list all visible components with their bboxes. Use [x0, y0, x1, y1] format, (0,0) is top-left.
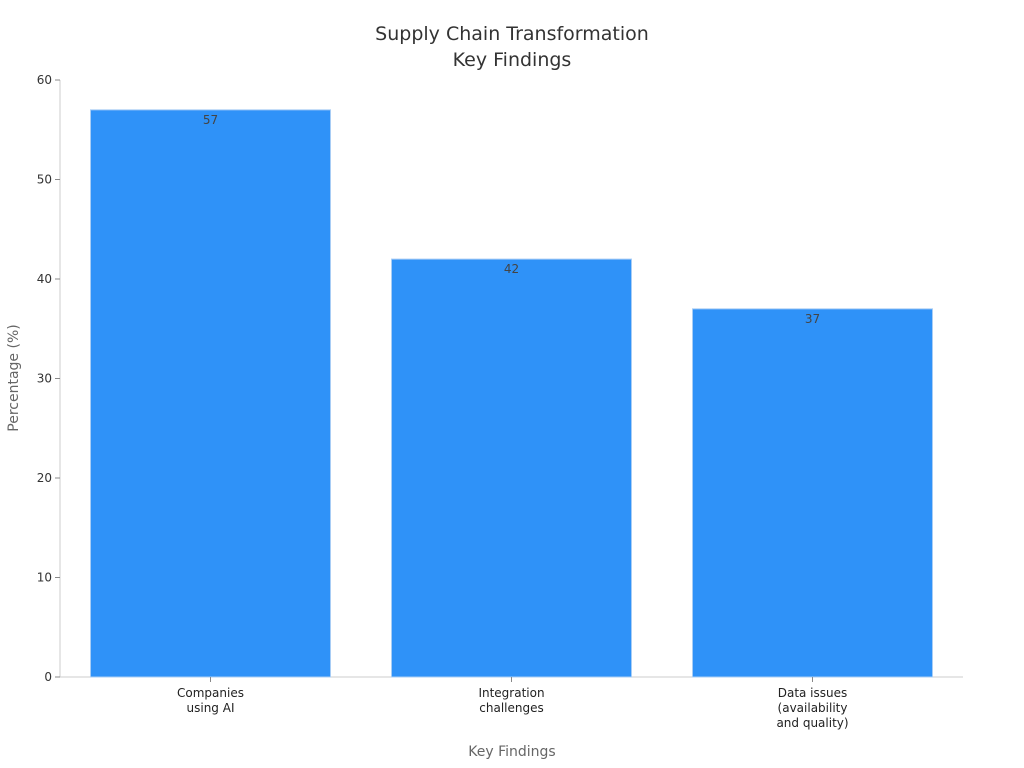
- x-tick-label: and quality): [776, 716, 848, 730]
- data-label: 42: [504, 262, 519, 276]
- y-axis-title: Percentage (%): [6, 324, 22, 431]
- x-axis-title: Key Findings: [468, 744, 555, 760]
- x-tick-label: using AI: [187, 701, 235, 715]
- bar: [90, 109, 331, 678]
- y-tick-label: 40: [37, 272, 52, 286]
- x-tick-label: Companies: [177, 686, 244, 700]
- x-tick-label: (availability: [778, 701, 848, 715]
- bar: [692, 308, 933, 678]
- x-tick-label: Data issues: [778, 686, 848, 700]
- y-tick-label: 10: [37, 571, 52, 585]
- x-tick-label: Integration: [478, 686, 544, 700]
- data-label: 57: [203, 113, 218, 127]
- y-tick-label: 30: [37, 372, 52, 386]
- x-tick-label: challenges: [479, 701, 543, 715]
- chart-title-line: Supply Chain Transformation: [375, 23, 649, 45]
- y-tick-label: 20: [37, 471, 52, 485]
- y-tick-label: 50: [37, 173, 52, 187]
- y-tick-label: 60: [37, 73, 52, 87]
- y-tick-label: 0: [44, 670, 52, 684]
- data-label: 37: [805, 312, 820, 326]
- bar: [391, 258, 632, 678]
- chart-title-line: Key Findings: [453, 49, 572, 71]
